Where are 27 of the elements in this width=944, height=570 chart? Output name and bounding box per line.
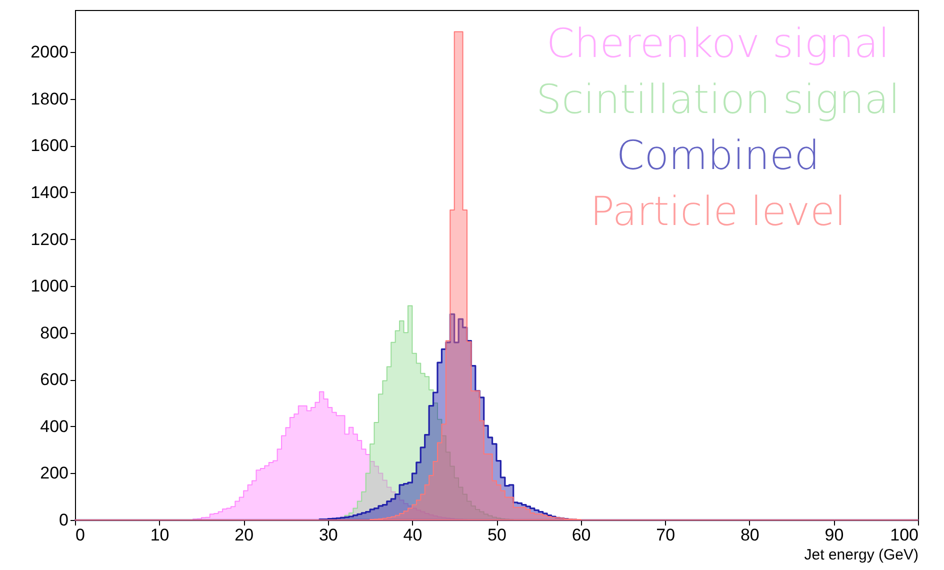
y-tick-label: 2000 (30, 42, 68, 62)
text: Particle level (590, 189, 846, 235)
x-tick-label: 10 (150, 526, 170, 544)
text: Combined (616, 133, 820, 179)
text: Cherenkov signal (546, 21, 890, 67)
text: Scintillation signal (536, 77, 900, 123)
y-tick-label: 800 (40, 323, 68, 342)
x-tick-label: 70 (656, 526, 676, 544)
x-tick-label: 100 (890, 526, 918, 544)
y-tick-label: 1600 (30, 136, 68, 156)
y-tick-label: 600 (40, 370, 68, 390)
y-tick-label: 1000 (30, 276, 68, 296)
x-tick-label: 60 (572, 526, 591, 544)
y-tick-label: 0 (59, 510, 68, 530)
y-tick-label: 1800 (30, 89, 68, 108)
x-tick-label: 90 (824, 526, 844, 544)
y-tick-label: 400 (40, 416, 68, 436)
x-tick-label: 20 (234, 526, 254, 544)
y-tick-label: 1200 (30, 230, 68, 249)
x-axis-title: Jet energy (GeV) (804, 546, 918, 564)
x-tick-label: 80 (740, 526, 760, 544)
y-tick-label: 1400 (30, 182, 68, 202)
x-tick-label: 0 (76, 526, 85, 544)
x-tick-label: 40 (403, 526, 422, 544)
y-tick-label: 200 (40, 464, 68, 483)
x-tick-label: 50 (488, 526, 506, 544)
x-tick-label: 30 (318, 526, 338, 544)
